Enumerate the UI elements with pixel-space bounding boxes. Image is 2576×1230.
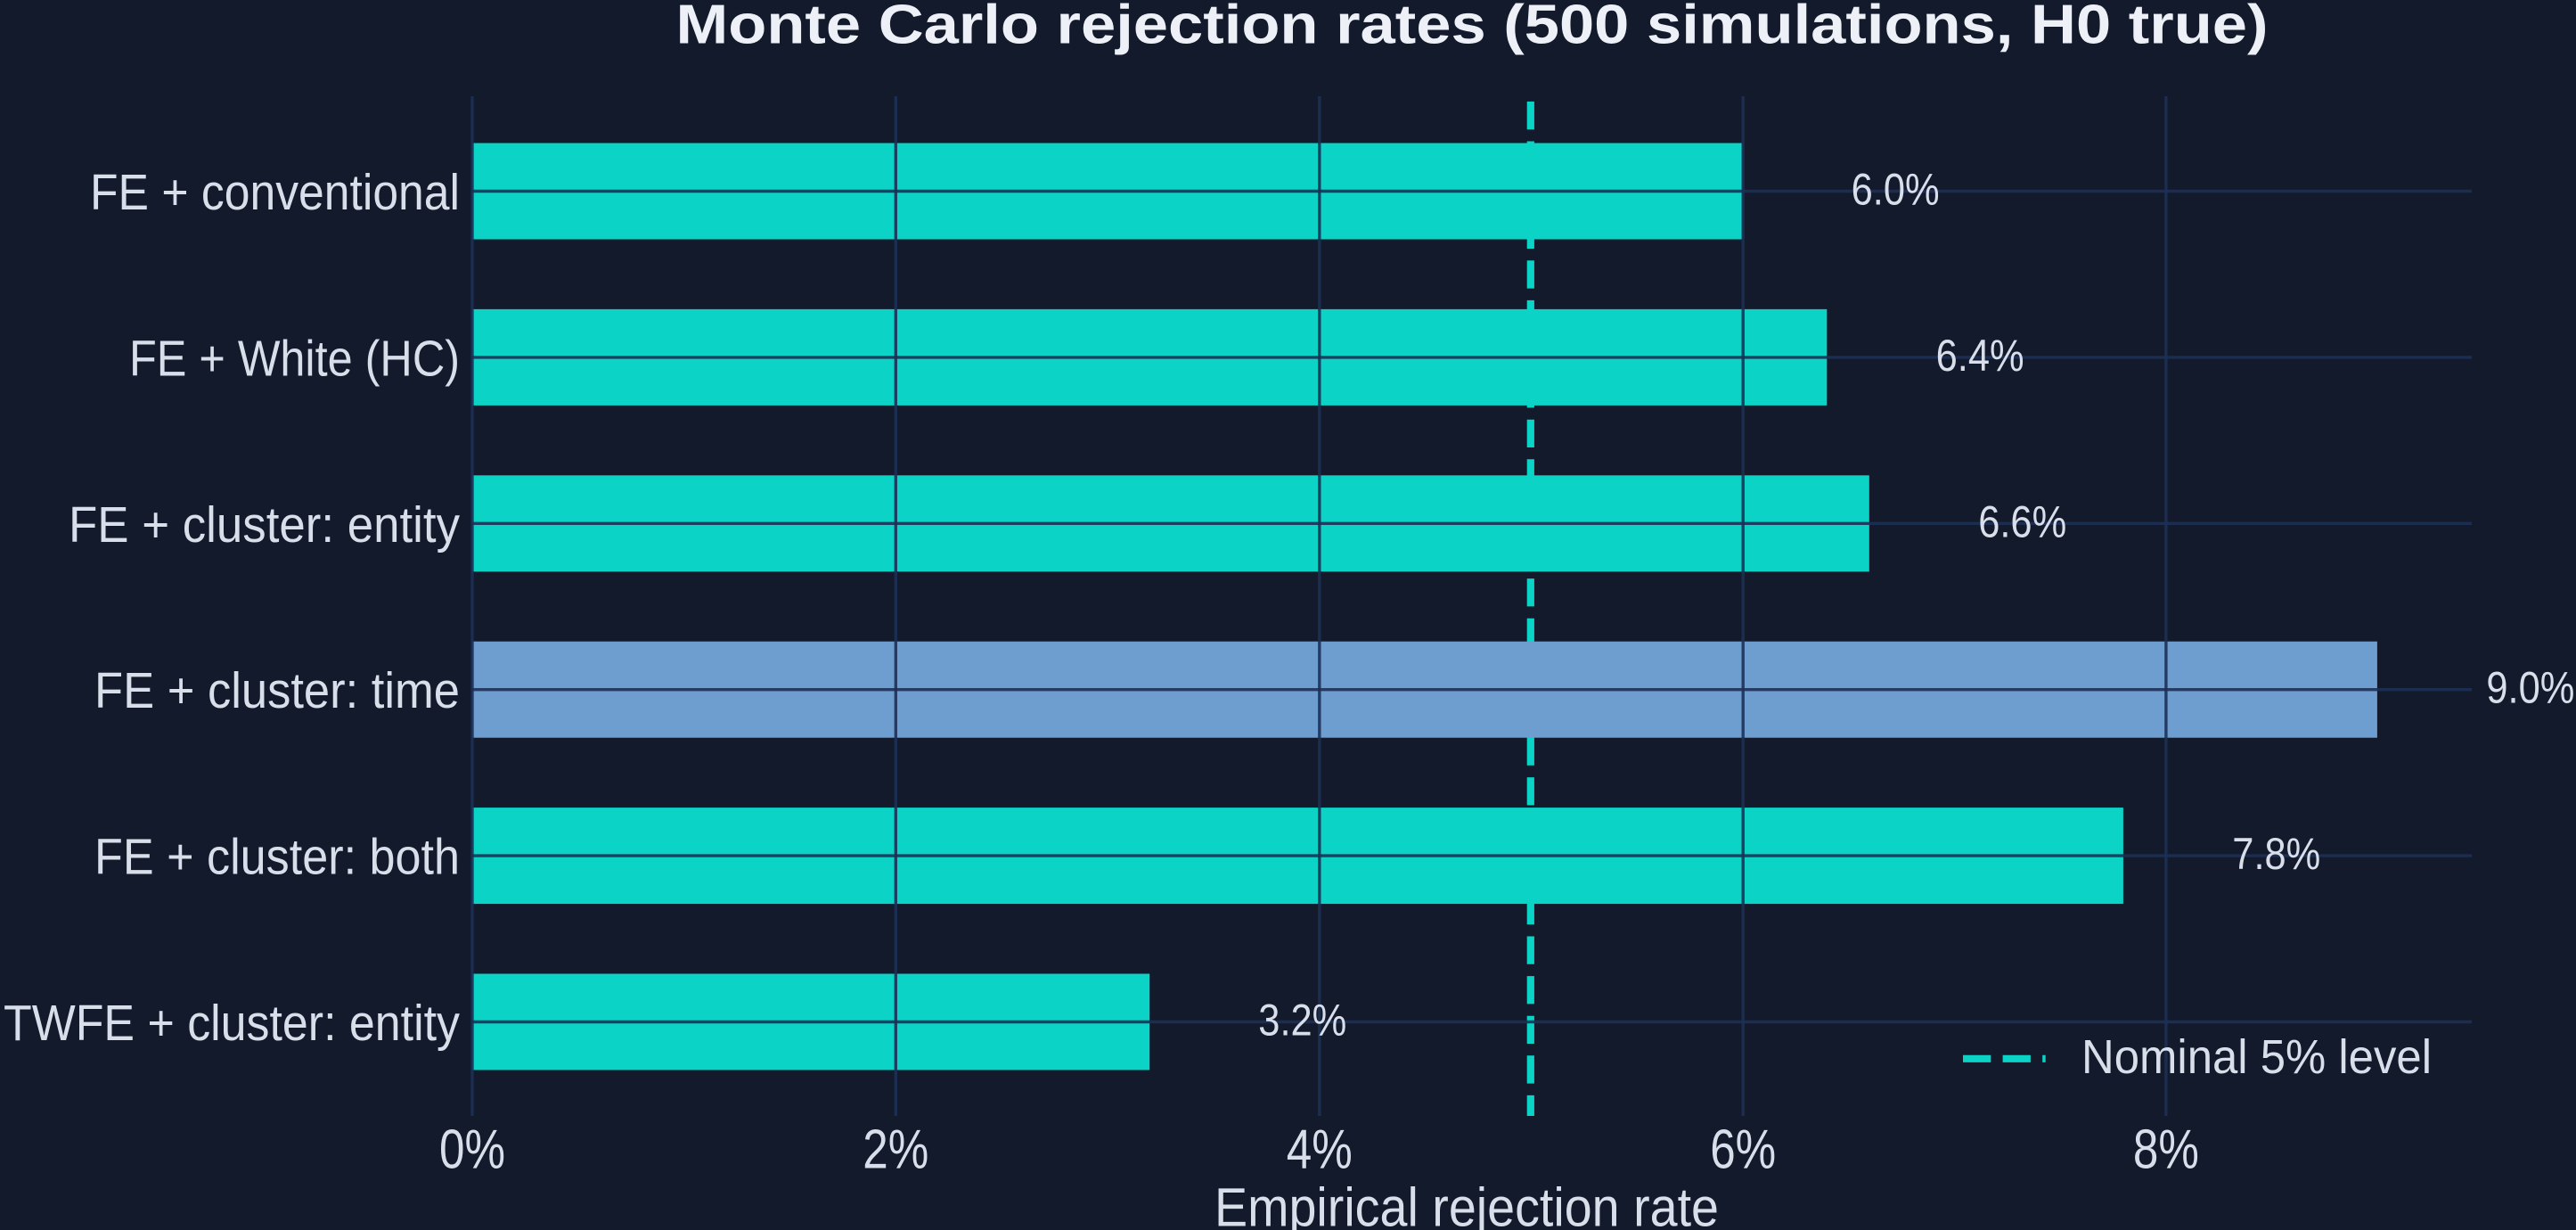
svg-text:Nominal 5% level: Nominal 5% level <box>2081 1030 2432 1084</box>
svg-text:Monte Carlo rejection rates (5: Monte Carlo rejection rates (500 simulat… <box>676 0 2269 56</box>
svg-text:FE + conventional: FE + conventional <box>90 164 460 221</box>
svg-text:6%: 6% <box>1710 1119 1776 1181</box>
svg-text:Empirical rejection rate: Empirical rejection rate <box>1214 1177 1719 1230</box>
svg-text:9.0%: 9.0% <box>2486 663 2574 713</box>
svg-text:FE + cluster: both: FE + cluster: both <box>94 829 460 886</box>
svg-text:3.2%: 3.2% <box>1258 996 1346 1046</box>
svg-text:6.4%: 6.4% <box>1936 331 2024 381</box>
svg-text:6.6%: 6.6% <box>1978 496 2066 546</box>
svg-text:FE + White (HC): FE + White (HC) <box>129 330 460 387</box>
svg-text:FE + cluster: entity: FE + cluster: entity <box>69 496 460 554</box>
svg-text:6.0%: 6.0% <box>1852 165 1940 215</box>
svg-text:4%: 4% <box>1287 1119 1353 1181</box>
svg-text:0%: 0% <box>439 1119 505 1181</box>
svg-text:8%: 8% <box>2133 1119 2199 1181</box>
svg-text:7.8%: 7.8% <box>2232 829 2320 879</box>
svg-text:TWFE + cluster: entity: TWFE + cluster: entity <box>4 995 460 1052</box>
svg-text:2%: 2% <box>863 1119 928 1181</box>
svg-text:FE + cluster: time: FE + cluster: time <box>94 662 460 719</box>
